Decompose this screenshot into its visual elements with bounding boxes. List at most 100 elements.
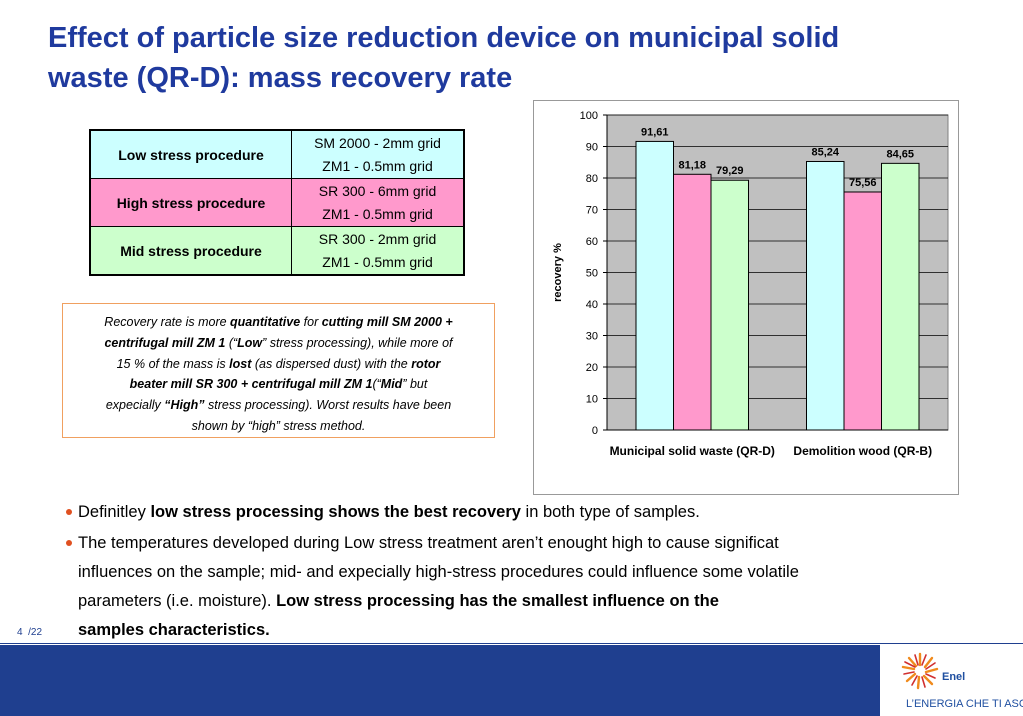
text-run: Recovery rate is more <box>104 315 231 329</box>
bar <box>843 191 882 431</box>
text-line: samples characteristics. <box>78 616 960 645</box>
bar <box>710 179 749 431</box>
value-label: 91,61 <box>641 126 669 138</box>
text-run: samples characteristics. <box>78 621 270 639</box>
text-line: Recovery rate is more quantitative for c… <box>63 312 494 333</box>
grid-text: ZM1 - 0.5mm grid <box>322 206 433 223</box>
text-run: ” but <box>402 377 428 392</box>
value-label: 79,29 <box>716 165 744 177</box>
procedure-table: Low stress procedure SM 2000 - 2mm grid ZM… <box>89 129 465 276</box>
y-tick-label: 10 <box>586 394 598 406</box>
logo-tagline: L’ENERGIA CHE TI ASCOLTA. <box>906 698 1023 710</box>
y-tick-label: 60 <box>586 236 598 248</box>
page-total: /22 <box>28 627 43 638</box>
procedure-cell: Mid stress procedure <box>91 227 292 274</box>
slide-title: Effect of particle size reduction device… <box>48 18 839 98</box>
y-tick-label: 100 <box>580 110 598 122</box>
page: 4 <box>17 627 23 638</box>
text-run: stress processing). Worst results have b… <box>204 398 452 413</box>
text-run: Definitley <box>78 503 151 521</box>
text-run: in both type of samples. <box>520 503 700 521</box>
bullet-dot <box>66 540 72 546</box>
x-tick-label: Demolition wood (QR-B) <box>793 444 933 458</box>
chart: 0 10 20 30 40 50 60 70 80 90 100 recovery % 91,61 81,… <box>552 110 949 437</box>
text-run: shown by “high” stress method. <box>191 418 366 433</box>
bar <box>806 160 845 431</box>
text-line: The temperatures developed during Low st… <box>78 529 960 558</box>
text-run: ” stress processing), while more of <box>262 335 453 350</box>
title-line: Effect of particle size reduction device… <box>48 22 840 54</box>
table-row: Low stress procedure SM 2000 - 2mm grid ZM… <box>91 131 463 178</box>
y-tick-label: 30 <box>586 331 598 343</box>
grid-text: SR 300 - 2mm grid <box>318 230 437 247</box>
text-run: centrifugal mill ZM 1 <box>104 335 226 350</box>
text-run: (“ <box>225 335 238 350</box>
grid-text: SM 2000 - 2mm grid <box>314 134 441 151</box>
y-tick-label: 50 <box>586 268 598 280</box>
text-run: (as dispersed dust) with the <box>251 356 412 371</box>
text-line: shown by “high” stress method. <box>63 416 494 437</box>
footer-band <box>0 645 880 716</box>
text-run: beater mill SR 300 + centrifugal mill ZM… <box>129 377 373 392</box>
value-label: 85,24 <box>811 146 839 158</box>
bar <box>881 162 920 431</box>
text-line: influences on the sample; mid- and expec… <box>78 558 960 587</box>
text-run: rotor <box>411 356 441 371</box>
note-box: Recovery rate is more quantitative for c… <box>62 303 495 438</box>
text-run: 15 % of the mass is <box>116 356 230 371</box>
grid-cell: SR 300 - 6mm grid ZM1 - 0.5mm grid <box>292 179 463 226</box>
value-label: 75,56 <box>849 177 877 189</box>
text-run: parameters (i.e. moisture). <box>78 592 277 610</box>
text-line: beater mill SR 300 + centrifugal mill ZM… <box>63 374 494 395</box>
bar <box>673 173 712 431</box>
procedure-cell: High stress procedure <box>91 179 292 226</box>
table-row: High stress procedure SR 300 - 6mm grid ZM… <box>91 178 463 226</box>
text-line: centrifugal mill ZM 1 (“Low” stress proc… <box>63 333 494 354</box>
bar <box>635 140 674 431</box>
grid-text: SR 300 - 6mm grid <box>318 182 437 199</box>
title-line: waste (QR-D): mass recovery rate <box>48 62 513 94</box>
y-tick-label: 70 <box>586 205 598 217</box>
text-run: “High” <box>164 398 205 413</box>
text-run: quantitative <box>230 315 301 329</box>
y-tick-label: 40 <box>586 299 598 311</box>
text-run: cutting mill SM 2000 + <box>321 315 453 329</box>
chart-frame <box>533 100 959 495</box>
grid-cell: SR 300 - 2mm grid ZM1 - 0.5mm grid <box>292 227 463 274</box>
text-run: expecially <box>105 398 165 413</box>
logo: Enel L’ENERGIA CHE TI ASCOLTA. <box>901 652 1023 710</box>
bullet-item: The temperatures developed during Low st… <box>60 529 960 645</box>
text-line: parameters (i.e. moisture). Low stress p… <box>78 587 960 616</box>
text-run: The temperatures developed during Low st… <box>78 534 779 552</box>
text-run: lost <box>229 356 252 371</box>
procedure-cell: Low stress procedure <box>91 131 292 178</box>
text-run: Low stress processing has the smallest i… <box>276 592 719 610</box>
text-line: Definitley low stress processing shows t… <box>78 498 960 527</box>
page-number: 4 /22 <box>17 627 42 638</box>
grid-cell: SM 2000 - 2mm grid ZM1 - 0.5mm grid <box>292 131 463 178</box>
text-run: Mid <box>380 377 403 392</box>
text-run: low stress processing shows the best rec… <box>150 503 521 521</box>
text-run: Low <box>237 335 263 350</box>
text-line: 15 % of the mass is lost (as dispersed d… <box>63 354 494 375</box>
grid-text: ZM1 - 0.5mm grid <box>322 254 433 271</box>
y-tick-label: 80 <box>586 173 598 185</box>
footer-rule <box>0 643 1023 644</box>
y-axis-label: recovery % <box>552 243 564 302</box>
text-run: (“ <box>372 377 381 392</box>
value-label: 84,65 <box>886 148 914 160</box>
logo-text: Enel <box>942 671 965 683</box>
y-tick-label: 90 <box>586 142 598 154</box>
text-run: for <box>300 315 322 329</box>
logo-icon <box>901 652 939 690</box>
y-tick-label: 20 <box>586 362 598 374</box>
grid-text: ZM1 - 0.5mm grid <box>322 158 433 175</box>
bullet-text: The temperatures developed during Low st… <box>66 529 960 645</box>
bullet-text: Definitley low stress processing shows t… <box>66 498 960 527</box>
value-label: 81,18 <box>678 159 706 171</box>
y-tick-label: 0 <box>592 425 598 437</box>
x-tick-label: Municipal solid waste (QR-D) <box>609 444 775 458</box>
text-line: expecially “High” stress processing). Wo… <box>63 395 494 416</box>
bullet-dot <box>66 509 72 515</box>
